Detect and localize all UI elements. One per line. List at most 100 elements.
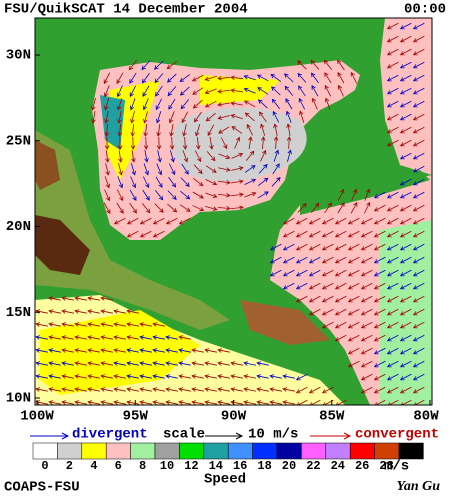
wind-vector (36, 323, 48, 327)
wind-head (226, 205, 231, 211)
colorbar-tick: 18 (257, 459, 271, 473)
wind-vector (179, 336, 191, 340)
wind-head (285, 98, 290, 103)
wind-vector (364, 189, 370, 201)
wind-head (273, 123, 278, 129)
wind-head (412, 194, 418, 199)
wind-head (74, 309, 80, 314)
wind-head (145, 196, 150, 201)
wind-vector (103, 72, 111, 84)
wind-vector (387, 282, 399, 290)
wind-vector (299, 111, 305, 123)
cuba (300, 170, 430, 215)
wind-head (194, 117, 199, 123)
wind-vector (400, 152, 412, 160)
wind-head (104, 105, 109, 111)
wind-head (209, 145, 214, 150)
wind-head (126, 387, 132, 392)
wind-head (386, 90, 392, 95)
wind-vector (374, 269, 386, 277)
wind-head (61, 374, 67, 379)
wind-vector (361, 386, 373, 394)
wind-head (61, 322, 67, 327)
wind-head (269, 400, 275, 405)
wind-head (113, 335, 119, 340)
wind-head (295, 272, 301, 277)
wind-head (321, 324, 327, 329)
wind-vector (273, 150, 279, 162)
wind-head (35, 374, 41, 379)
wind-vector (337, 72, 345, 84)
wind-vector (205, 375, 217, 379)
wind-head (192, 90, 197, 95)
wind-head (113, 322, 119, 327)
wind-head (334, 285, 340, 290)
wind-vector (142, 72, 150, 84)
wind-head (144, 157, 149, 163)
wind-head (269, 387, 275, 392)
wind-vector (62, 349, 74, 353)
wind-vector (114, 323, 126, 327)
wind-vector (218, 167, 230, 171)
wind-head (399, 51, 405, 56)
lon-label: 85W (319, 409, 345, 425)
wind-vector (361, 217, 373, 225)
wind-vector (324, 85, 332, 97)
wind-head (61, 335, 67, 340)
convergent: convergent (355, 427, 439, 443)
wind-head (412, 233, 418, 238)
wind-head (412, 38, 418, 43)
wind-vector (153, 401, 165, 405)
wind-vector (413, 48, 425, 56)
wind-vector (270, 256, 282, 264)
wind-vector (231, 375, 243, 379)
wind-vector (127, 401, 139, 405)
wind-head (212, 193, 218, 199)
wind-head (61, 296, 67, 301)
wind-vector (192, 87, 204, 95)
sea-patch (200, 75, 280, 105)
wind-vector (310, 203, 320, 213)
wind-head (217, 348, 223, 353)
lon-label: 100W (20, 409, 54, 425)
wind-vector (167, 190, 177, 200)
wind-head (257, 99, 263, 104)
wind-vector (114, 310, 126, 314)
wind-vector (114, 401, 126, 405)
wind-head (386, 207, 392, 212)
wind-vector (348, 282, 360, 290)
wind-head (223, 144, 228, 150)
colorbar-tick: 26 (355, 459, 369, 473)
wind-vector (192, 74, 204, 82)
wind-head (386, 51, 392, 56)
wind-head (100, 335, 106, 340)
wind-head (308, 220, 314, 225)
wind-head (324, 97, 330, 103)
wind-vector (62, 310, 74, 314)
wind-vector (309, 308, 321, 316)
wind-vector (348, 243, 360, 251)
wind-head (386, 298, 392, 303)
wind-vector (374, 334, 386, 342)
wind-head (413, 402, 417, 405)
wind-head (243, 75, 249, 80)
wind-head (314, 202, 320, 208)
wind-vector (88, 323, 100, 327)
wind-head (145, 183, 150, 189)
wind-vector (361, 373, 373, 381)
wind-vector (374, 204, 386, 212)
wind-head (143, 145, 149, 150)
wind-vector (272, 111, 280, 123)
wind-vector (374, 230, 386, 238)
wind-vector (374, 386, 386, 394)
wind-vector (144, 150, 148, 162)
wind-vector (335, 334, 347, 342)
wind-vector (260, 150, 266, 162)
wind-head (143, 118, 148, 124)
wind-head (296, 402, 300, 405)
wind-head (386, 220, 392, 225)
wind-vector (248, 137, 252, 149)
wind-head (399, 350, 405, 355)
wind-vector (231, 362, 243, 366)
wind-head (347, 324, 353, 329)
